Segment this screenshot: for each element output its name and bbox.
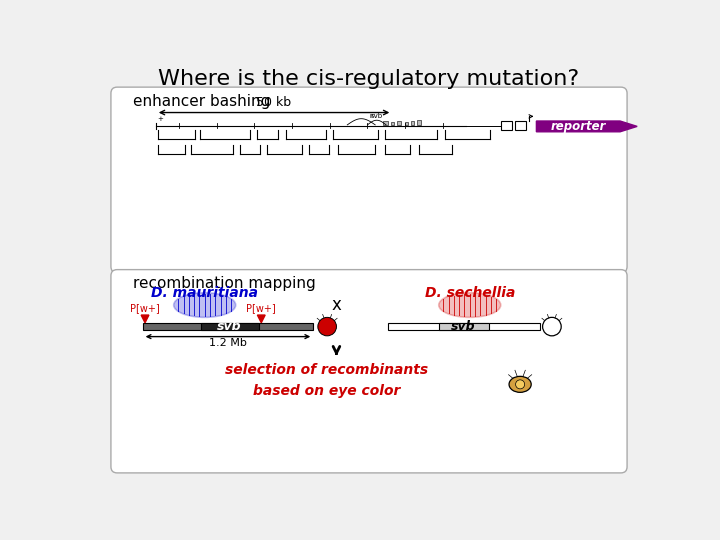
Text: 1.2 Mb: 1.2 Mb — [209, 338, 247, 348]
Bar — [405, 122, 408, 125]
Bar — [417, 120, 421, 125]
Text: x: x — [331, 296, 341, 314]
Text: 50 kb: 50 kb — [256, 97, 292, 110]
Text: svb: svb — [451, 320, 476, 333]
Bar — [391, 122, 394, 125]
Text: svb: svb — [217, 320, 242, 333]
Text: Where is the cis-regulatory mutation?: Where is the cis-regulatory mutation? — [158, 69, 580, 89]
Bar — [397, 121, 401, 125]
Text: recombination mapping: recombination mapping — [132, 276, 315, 291]
Bar — [143, 323, 313, 330]
Text: selection of recombinants
based on eye color: selection of recombinants based on eye c… — [225, 363, 428, 398]
Text: +: + — [158, 116, 163, 122]
FancyBboxPatch shape — [111, 87, 627, 273]
Bar — [411, 121, 414, 125]
Ellipse shape — [509, 376, 531, 393]
Bar — [515, 121, 526, 130]
FancyBboxPatch shape — [111, 269, 627, 473]
Text: D. sechellia: D. sechellia — [425, 287, 515, 300]
Bar — [500, 121, 512, 130]
Bar — [438, 323, 489, 330]
Circle shape — [318, 318, 336, 336]
Text: D. mauritiana: D. mauritiana — [151, 287, 258, 300]
Text: P: P — [369, 114, 372, 119]
Bar — [383, 121, 387, 125]
Text: P[w+]: P[w+] — [246, 303, 276, 314]
Text: reporter: reporter — [551, 120, 606, 133]
Ellipse shape — [174, 293, 235, 318]
Text: P[w+]: P[w+] — [130, 303, 160, 314]
Text: enhancer bashing: enhancer bashing — [132, 94, 270, 109]
Polygon shape — [141, 315, 149, 323]
FancyArrow shape — [536, 121, 637, 132]
Polygon shape — [258, 315, 265, 323]
Circle shape — [543, 318, 561, 336]
Text: svb: svb — [371, 113, 383, 119]
Ellipse shape — [438, 293, 500, 318]
Bar — [201, 323, 259, 330]
Circle shape — [516, 380, 525, 389]
Bar — [388, 323, 539, 330]
